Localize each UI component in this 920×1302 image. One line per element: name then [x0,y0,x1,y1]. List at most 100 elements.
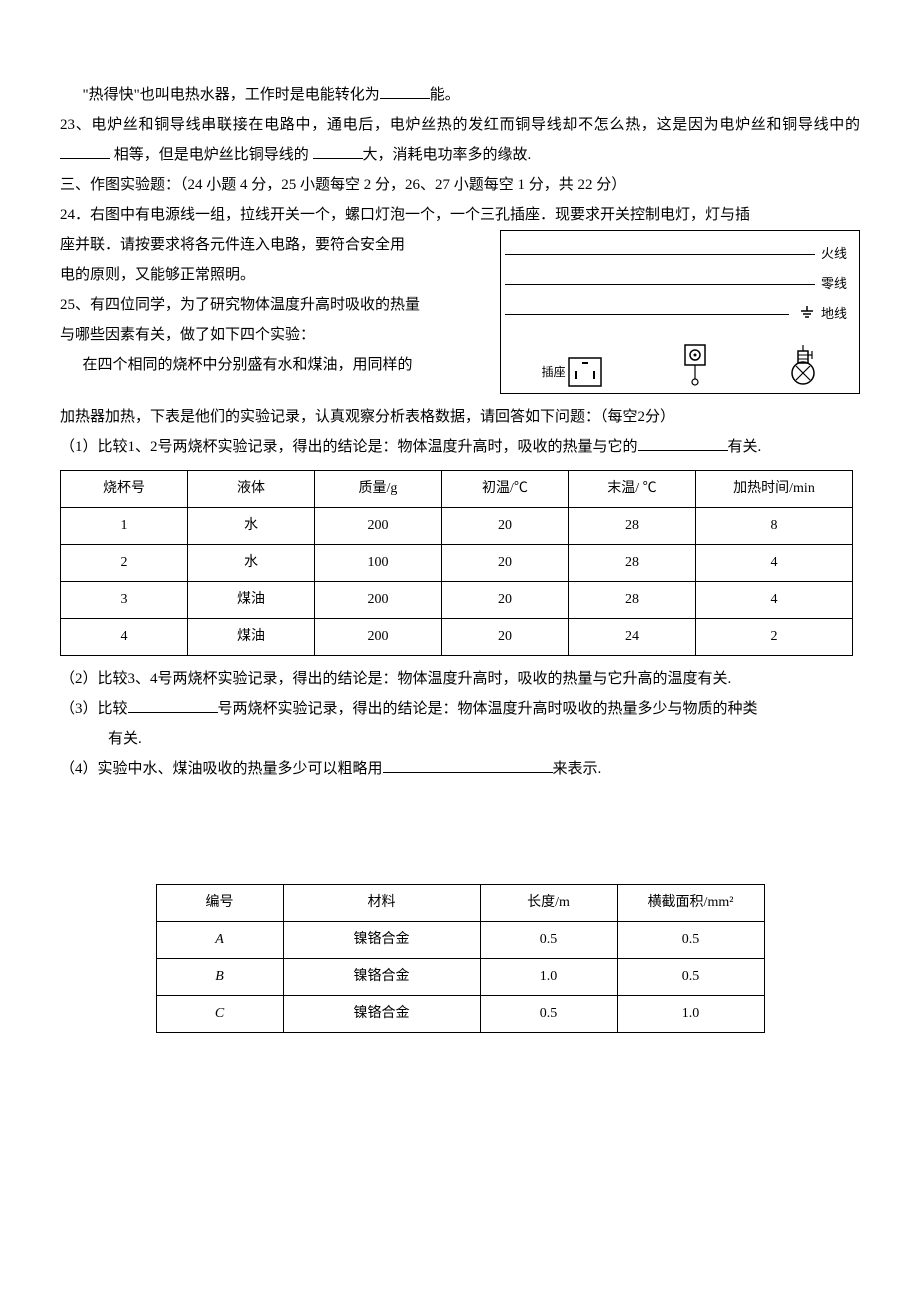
cell: 煤油 [188,619,315,656]
q23-t2: 相等，但是电炉丝比铜导线的 [110,147,313,163]
q25-p3-blank [128,697,218,713]
q25-p3c: 有关. [60,724,860,754]
live-wire-line [505,254,815,255]
cell: 4 [61,619,188,656]
q22-suffix: 能。 [430,87,460,103]
live-label: 火线 [821,241,855,267]
ground-icon [799,306,815,322]
q22-tail: "热得快"也叫电热水器，工作时是电能转化为 能。 [60,80,860,110]
t2-h3: 横截面积/mm² [617,885,764,922]
cell: 1 [61,508,188,545]
cell: 水 [188,508,315,545]
section3-text: 三、作图实验题：（24 小题 4 分，25 小题每空 2 分，26、27 小题每… [60,177,626,193]
q23-blank2 [313,143,363,159]
cell: 28 [569,545,696,582]
t1-h1: 液体 [188,471,315,508]
cell: 0.5 [480,922,617,959]
ground-wire-row: 地线 [505,301,855,327]
cell: 24 [569,619,696,656]
cell: A [156,922,283,959]
live-wire-row: 火线 [505,241,855,267]
cell: 200 [315,619,442,656]
cell: C [156,996,283,1033]
neutral-wire-line [505,284,815,285]
cell: 水 [188,545,315,582]
cell: 28 [569,582,696,619]
t1-h5: 加热时间/min [696,471,853,508]
cell: 8 [696,508,853,545]
t1-h4: 末温/ ℃ [569,471,696,508]
q25-p4a: （4）实验中水、煤油吸收的热量多少可以粗略用 [60,761,383,777]
ground-label: 地线 [821,301,855,327]
q25-p1-blank [638,435,728,451]
q25-line1-text: 有四位同学，为了研究物体温度升高时吸收的热量 [90,297,420,313]
neutral-label: 零线 [821,271,855,297]
socket-icon [568,357,602,387]
q23-blank1 [60,143,110,159]
q23-num: 23、 [60,117,91,133]
cell: 0.5 [617,959,764,996]
q25-p2: （2）比较3、4号两烧杯实验记录，得出的结论是：物体温度升高时，吸收的热量与它升… [60,664,860,694]
cell: 20 [442,545,569,582]
q25-p1: （1）比较1、2号两烧杯实验记录，得出的结论是：物体温度升高时，吸收的热量与它的… [60,432,860,462]
cell: 0.5 [617,922,764,959]
cell: 28 [569,508,696,545]
q24-num: 24． [60,207,90,223]
q25-p1a: （1）比较1、2号两烧杯实验记录，得出的结论是：物体温度升高时，吸收的热量与它的 [60,439,638,455]
q25-p4: （4）实验中水、煤油吸收的热量多少可以粗略用 来表示. [60,754,860,784]
t1-h3: 初温/℃ [442,471,569,508]
cell: 镍铬合金 [283,996,480,1033]
cell: 100 [315,545,442,582]
q23: 23、电炉丝和铜导线串联接在电路中，通电后，电炉丝热的发红而铜导线却不怎么热，这… [60,110,860,170]
q23-t3: 大，消耗电功率多的缘故. [363,147,532,163]
cell: 1.0 [480,959,617,996]
q25-p3b: 号两烧杯实验记录，得出的结论是：物体温度升高时吸收的热量多少与物质的种类 [218,701,758,717]
t2-h0: 编号 [156,885,283,922]
q25-p4-blank [383,757,553,773]
components-row: 插座 [505,337,855,387]
cell: 2 [61,545,188,582]
q22-prefix: "热得快"也叫电热水器，工作时是电能转化为 [83,87,380,103]
cell: 4 [696,582,853,619]
table-row: 3 煤油 200 20 28 4 [61,582,853,619]
q24-line1-text: 右图中有电源线一组，拉线开关一个，螺口灯泡一个，一个三孔插座．现要求开关控制电灯… [90,207,750,223]
q25-p4b: 来表示. [553,761,602,777]
q22-blank [380,83,430,99]
t1-h2: 质量/g [315,471,442,508]
cell: 200 [315,508,442,545]
socket-label: 插座 [542,360,566,384]
table-row: A 镍铬合金 0.5 0.5 [156,922,764,959]
cell: 0.5 [480,996,617,1033]
table-row: 2 水 100 20 28 4 [61,545,853,582]
q25-p1b: 有关. [728,439,762,455]
table-row: C 镍铬合金 0.5 1.0 [156,996,764,1033]
ground-wire-line [505,314,789,315]
cell: 2 [696,619,853,656]
wire-table: 编号 材料 长度/m 横截面积/mm² A 镍铬合金 0.5 0.5 B 镍铬合… [156,884,765,1033]
cell: 1.0 [617,996,764,1033]
table-row: 烧杯号 液体 质量/g 初温/℃ 末温/ ℃ 加热时间/min [61,471,853,508]
bulb-icon [788,345,818,387]
q24-q25-flow: 火线 零线 地线 插座 [60,230,860,402]
t1-h0: 烧杯号 [61,471,188,508]
experiment-table: 烧杯号 液体 质量/g 初温/℃ 末温/ ℃ 加热时间/min 1 水 200 … [60,470,853,656]
section3-heading: 三、作图实验题：（24 小题 4 分，25 小题每空 2 分，26、27 小题每… [60,170,860,200]
q25-p3a: （3）比较 [60,701,128,717]
q25-line4: 加热器加热，下表是他们的实验记录，认真观察分析表格数据，请回答如下问题：（每空2… [60,402,860,432]
q25-p3: （3）比较 号两烧杯实验记录，得出的结论是：物体温度升高时吸收的热量多少与物质的种… [60,694,860,724]
cell: 200 [315,582,442,619]
cell: 镍铬合金 [283,922,480,959]
table-row: B 镍铬合金 1.0 0.5 [156,959,764,996]
cell: 20 [442,619,569,656]
t2-h1: 材料 [283,885,480,922]
cell: 4 [696,545,853,582]
cell: 煤油 [188,582,315,619]
q23-t1: 电炉丝和铜导线串联接在电路中，通电后，电炉丝热的发红而铜导线却不怎么热，这是因为… [91,117,860,133]
switch-icon [675,343,715,387]
table-row: 编号 材料 长度/m 横截面积/mm² [156,885,764,922]
q24-line1: 24．右图中有电源线一组，拉线开关一个，螺口灯泡一个，一个三孔插座．现要求开关控… [60,200,860,230]
cell: B [156,959,283,996]
cell: 20 [442,508,569,545]
socket-group: 插座 [542,357,602,387]
table-row: 1 水 200 20 28 8 [61,508,853,545]
